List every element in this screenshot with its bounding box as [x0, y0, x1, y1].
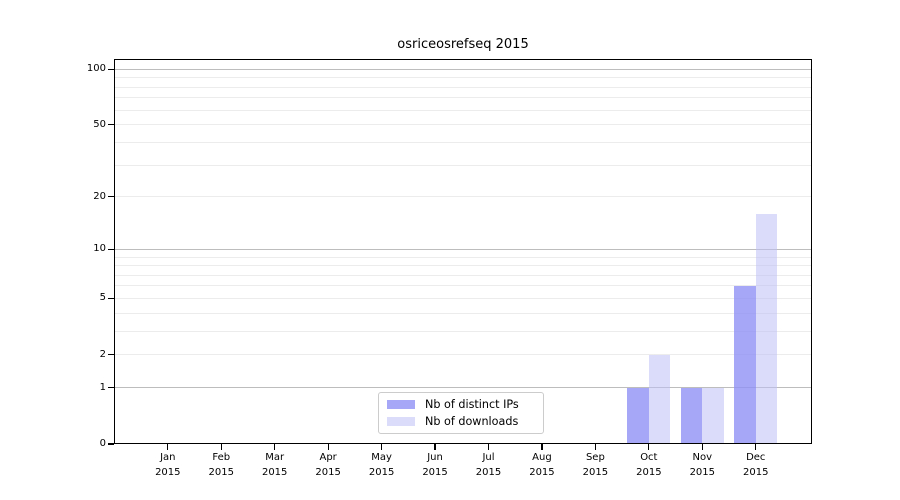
x-tick: [381, 444, 383, 450]
x-tick-label: Aug 2015: [529, 452, 555, 478]
minor-gridline: [114, 354, 812, 356]
x-tick-label: May 2015: [368, 452, 395, 478]
y-tick: [108, 387, 114, 389]
x-tick-label: Nov 2015: [689, 452, 716, 478]
legend-swatch-downloads: [387, 416, 415, 426]
minor-gridline: [114, 196, 812, 198]
x-tick: [327, 444, 329, 450]
x-tick: [487, 444, 490, 450]
x-tick-label: Mar 2015: [261, 452, 288, 478]
y-tick-label: 10: [93, 243, 106, 255]
y-tick-label: 50: [93, 118, 106, 130]
x-tick: [167, 444, 169, 450]
x-tick: [648, 444, 650, 450]
minor-gridline: [114, 330, 812, 332]
y-tick-label: 20: [93, 190, 106, 202]
y-tick: [108, 354, 114, 356]
x-tick-label: Sep 2015: [582, 452, 609, 478]
bar-ips-oct: [627, 387, 649, 444]
y-tick-label: 100: [86, 63, 106, 75]
minor-gridline: [114, 312, 812, 314]
minor-gridline: [114, 256, 812, 258]
x-tick: [541, 444, 543, 450]
y-tick-label: 5: [99, 292, 106, 304]
x-tick-label: Jan 2015: [155, 452, 181, 478]
minor-gridline: [114, 274, 812, 276]
minor-gridline: [114, 97, 812, 99]
minor-gridline: [114, 141, 812, 143]
bar-downloads-oct: [648, 354, 671, 444]
minor-gridline: [114, 109, 812, 111]
x-tick-label: Jun 2015: [422, 452, 448, 478]
x-tick-label: Feb 2015: [208, 452, 234, 478]
minor-gridline: [114, 77, 812, 79]
minor-gridline: [114, 265, 812, 267]
minor-gridline: [114, 124, 812, 126]
x-tick: [274, 444, 276, 450]
major-gridline: [114, 248, 812, 250]
chart-title: osriceosrefseq 2015: [397, 37, 529, 52]
x-tick: [755, 444, 757, 450]
x-tick-label: Oct 2015: [636, 452, 662, 478]
legend-label-downloads: Nb of downloads: [425, 414, 519, 428]
y-tick: [108, 297, 114, 300]
y-tick-label: 0: [99, 438, 106, 449]
bar-downloads-nov: [702, 387, 724, 444]
x-tick: [434, 444, 436, 450]
legend: Nb of distinct IPs Nb of downloads: [378, 392, 544, 434]
y-tick: [108, 196, 114, 198]
y-tick-label: 2: [99, 348, 106, 360]
y-tick: [108, 443, 114, 445]
bar-ips-nov: [680, 387, 703, 444]
minor-gridline: [114, 164, 812, 166]
bar-downloads-dec: [755, 213, 778, 444]
legend-item-distinct-ips: Nb of distinct IPs: [387, 398, 535, 411]
x-tick: [594, 444, 596, 450]
major-gridline: [114, 387, 812, 389]
x-tick-label: Apr 2015: [315, 452, 341, 478]
x-tick-label: Jul 2015: [475, 452, 502, 478]
minor-gridline: [114, 285, 812, 287]
y-tick: [108, 124, 114, 126]
legend-label-distinct-ips: Nb of distinct IPs: [425, 398, 519, 412]
y-tick-label: 1: [99, 381, 106, 393]
legend-item-downloads: Nb of downloads: [387, 415, 535, 428]
y-tick: [108, 68, 114, 70]
minor-gridline: [114, 86, 812, 88]
x-tick-label: Dec 2015: [743, 452, 769, 478]
bar-ips-dec: [734, 285, 756, 444]
y-tick: [108, 248, 114, 250]
legend-swatch-distinct-ips: [387, 400, 415, 410]
minor-gridline: [114, 297, 812, 299]
major-gridline: [114, 68, 812, 70]
x-tick: [220, 444, 222, 450]
x-tick: [701, 444, 703, 450]
